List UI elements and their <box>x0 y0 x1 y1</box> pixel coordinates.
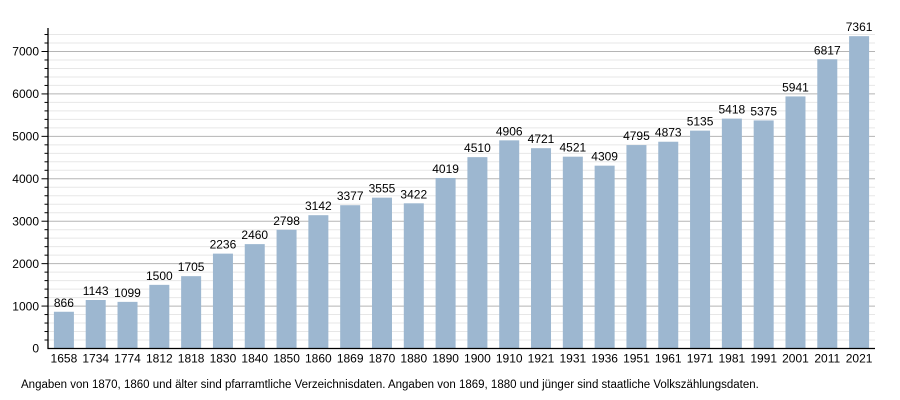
bar-value-label: 4873 <box>655 126 682 140</box>
bar-value-label: 5375 <box>750 104 777 118</box>
x-tick-label: 1971 <box>687 352 714 366</box>
y-tick-label: 0 <box>32 342 39 356</box>
x-tick-label: 1870 <box>369 352 396 366</box>
bar <box>340 205 361 349</box>
bar-value-label: 7361 <box>846 20 873 34</box>
y-tick-label: 6000 <box>12 87 39 101</box>
bar-value-label: 4906 <box>496 124 523 138</box>
x-tick-label: 2021 <box>846 352 873 366</box>
bar <box>562 156 583 349</box>
bar <box>785 96 806 349</box>
bar <box>276 229 297 349</box>
bar-value-label: 2460 <box>241 228 268 242</box>
bar <box>721 118 742 349</box>
bar-value-label: 5135 <box>687 115 714 129</box>
bar <box>499 140 520 349</box>
bar-value-label: 4721 <box>528 132 555 146</box>
bar <box>467 157 488 349</box>
bar-value-label: 6817 <box>814 43 841 57</box>
y-tick-label: 2000 <box>12 257 39 271</box>
bar-value-label: 1500 <box>146 269 173 283</box>
x-tick-label: 1880 <box>400 352 427 366</box>
x-tick-label: 1818 <box>178 352 205 366</box>
x-tick-label: 1658 <box>51 352 78 366</box>
bar <box>531 148 552 349</box>
y-tick-label: 1000 <box>12 299 39 313</box>
y-tick-label: 4000 <box>12 172 39 186</box>
x-tick-label: 1850 <box>273 352 300 366</box>
bar-value-label: 1099 <box>114 286 141 300</box>
bar-value-label: 5941 <box>782 80 809 94</box>
x-tick-label: 2001 <box>782 352 809 366</box>
bar <box>817 59 838 349</box>
x-tick-label: 1981 <box>719 352 746 366</box>
bar <box>753 120 774 349</box>
bar-value-label: 3377 <box>337 189 364 203</box>
x-tick-label: 1869 <box>337 352 364 366</box>
bar-value-label: 3142 <box>305 199 332 213</box>
x-tick-label: 1991 <box>750 352 777 366</box>
bar <box>371 197 392 349</box>
bar <box>849 36 870 349</box>
bar-value-label: 4309 <box>591 150 618 164</box>
bar-value-label: 4521 <box>559 141 586 155</box>
x-tick-label: 1734 <box>82 352 109 366</box>
x-tick-label: 1910 <box>496 352 523 366</box>
x-tick-label: 2011 <box>814 352 840 366</box>
bar-value-label: 1705 <box>178 260 205 274</box>
x-tick-label: 1840 <box>241 352 268 366</box>
bar-value-label: 4510 <box>464 141 491 155</box>
x-tick-label: 1931 <box>559 352 586 366</box>
bar <box>658 141 679 349</box>
bar <box>308 215 329 349</box>
bar-value-label: 2236 <box>210 238 237 252</box>
x-tick-label: 1812 <box>146 352 173 366</box>
bar <box>594 165 615 349</box>
bar <box>626 145 647 349</box>
x-tick-label: 1860 <box>305 352 332 366</box>
bar <box>53 311 74 349</box>
bar-value-label: 3555 <box>369 182 396 196</box>
bar-value-label: 866 <box>54 296 74 310</box>
x-tick-label: 1936 <box>591 352 618 366</box>
bar-value-label: 1143 <box>83 284 109 298</box>
x-tick-label: 1890 <box>432 352 459 366</box>
y-tick-label: 7000 <box>12 45 39 59</box>
bar-value-label: 2798 <box>273 214 300 228</box>
bar <box>149 284 170 349</box>
chart-footnote: Angaben von 1870, 1860 und älter sind pf… <box>21 379 759 391</box>
bar <box>181 276 202 349</box>
bar <box>212 253 233 349</box>
bar <box>85 300 106 349</box>
bar <box>244 244 265 349</box>
x-tick-label: 1921 <box>528 352 555 366</box>
y-tick-label: 3000 <box>12 214 39 228</box>
x-tick-label: 1900 <box>464 352 491 366</box>
bar <box>690 130 711 349</box>
bar-value-label: 4019 <box>432 162 459 176</box>
bar-value-label: 3422 <box>400 187 427 201</box>
bar-value-label: 4795 <box>623 129 650 143</box>
bar <box>117 301 138 349</box>
x-tick-label: 1961 <box>655 352 682 366</box>
bar <box>403 203 424 349</box>
x-tick-label: 1774 <box>114 352 141 366</box>
bar <box>435 177 456 349</box>
y-tick-label: 5000 <box>12 130 39 144</box>
x-tick-label: 1951 <box>623 352 650 366</box>
x-tick-label: 1830 <box>210 352 237 366</box>
bar-value-label: 5418 <box>719 103 746 117</box>
